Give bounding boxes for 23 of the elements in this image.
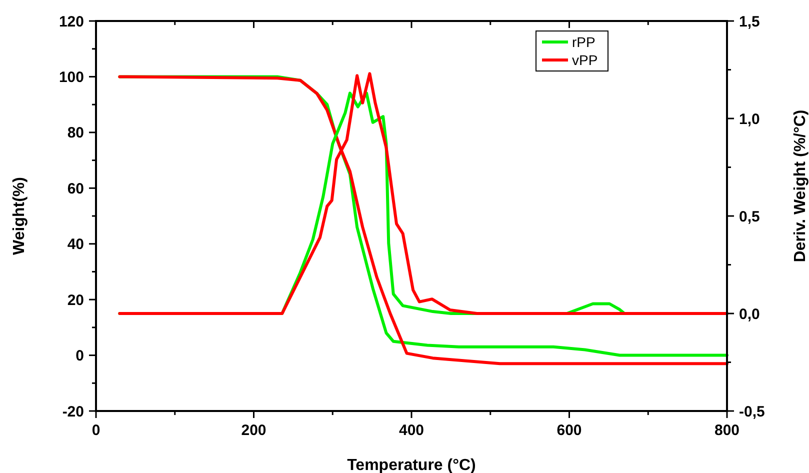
x-axis-title: Temperature (°C) bbox=[347, 457, 476, 473]
y2-tick-label: -0,5 bbox=[739, 403, 765, 420]
legend-label: rPP bbox=[572, 34, 596, 50]
y2-tick-label: 1,5 bbox=[739, 13, 760, 30]
y-tick-label: 100 bbox=[58, 68, 84, 86]
y-axis-title: Weight(%) bbox=[11, 177, 28, 255]
y-tick-label: 20 bbox=[67, 292, 84, 309]
x-tick-label: 400 bbox=[398, 422, 424, 439]
y2-tick-label: 0,0 bbox=[739, 306, 760, 323]
x-tick-label: 200 bbox=[241, 422, 266, 439]
y2-tick-label: 1,0 bbox=[739, 110, 760, 128]
y-tick-label: 40 bbox=[67, 236, 84, 254]
y2-tick-label: 0,5 bbox=[739, 208, 760, 226]
legend-label: vPP bbox=[572, 52, 598, 68]
y-tick-label: 60 bbox=[67, 180, 84, 198]
x-tick-label: 0 bbox=[92, 422, 100, 439]
y-tick-label: 80 bbox=[67, 124, 84, 142]
x-tick-label: 600 bbox=[556, 422, 582, 439]
y-tick-label: 0 bbox=[76, 348, 84, 365]
y-tick-label: -20 bbox=[62, 403, 84, 420]
y2-axis-title: Deriv. Weight (%/°C) bbox=[792, 110, 809, 262]
x-tick-label: 800 bbox=[714, 422, 740, 439]
y-tick-label: 120 bbox=[58, 13, 84, 30]
